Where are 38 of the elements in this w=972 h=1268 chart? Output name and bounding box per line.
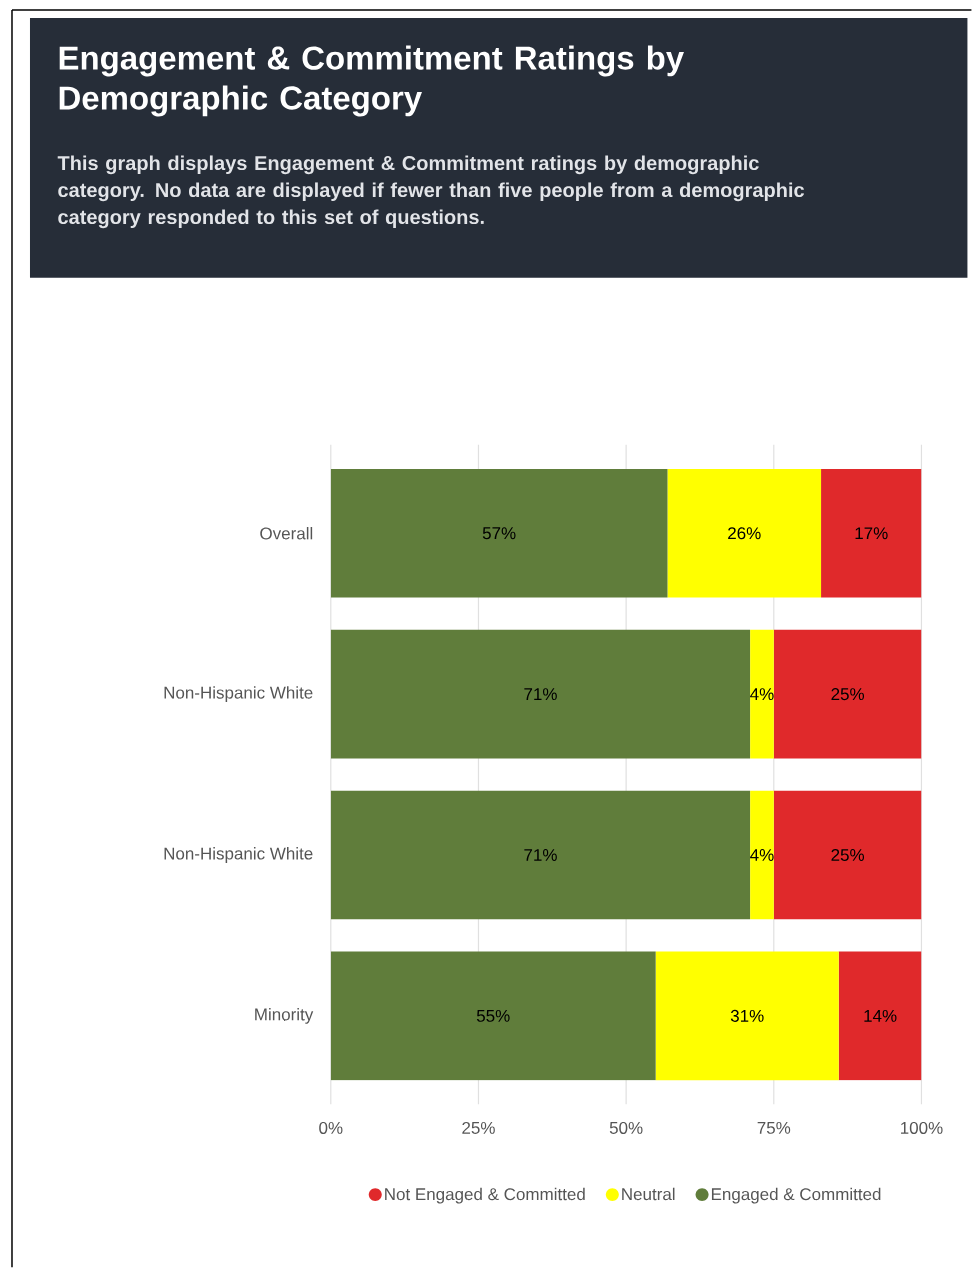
y-tick-label: Overall: [260, 527, 313, 540]
chart-title: Engagement & Commitment Ratings by Demographic Category: [59, 45, 684, 117]
bar: [655, 951, 839, 1081]
data-label: 17%: [855, 527, 888, 540]
data-label: 25%: [831, 848, 864, 862]
data-label: 71%: [524, 849, 557, 861]
legend-label: Engaged & Committed: [711, 1187, 881, 1204]
chart-subtitle: This graph displays Engagement & Commitment ratings by demographic category. No data are displayed if fewer than five people from a demographic category responded to this set of questions.: [57, 155, 804, 229]
data-label: 14%: [864, 1009, 897, 1022]
bar: [330, 629, 751, 759]
bar: [773, 790, 922, 920]
y-tick-label: Minority: [255, 1007, 314, 1024]
bar: [330, 951, 656, 1081]
x-tick-label: 50%: [609, 1121, 643, 1134]
y-tick-label: Non-Hispanic White: [164, 686, 313, 703]
bar: [820, 468, 922, 598]
data-label: 26%: [728, 527, 761, 540]
bar: [750, 629, 774, 759]
bar: [773, 629, 922, 759]
bar: [750, 790, 774, 920]
bar: [330, 790, 751, 920]
x-tick-label: 75%: [757, 1121, 791, 1134]
y-tick-label: Non-Hispanic White: [164, 847, 313, 863]
legend-label: Not Engaged & Committed: [385, 1187, 585, 1204]
data-label: 4%: [750, 688, 774, 701]
data-label: 57%: [482, 527, 516, 540]
data-label: 55%: [476, 1009, 510, 1022]
x-tick-label: 0%: [319, 1121, 343, 1134]
x-tick-label: 25%: [462, 1121, 495, 1134]
x-tick-label: 100%: [900, 1121, 943, 1134]
data-label: 31%: [730, 1009, 764, 1022]
bar: [667, 468, 821, 598]
bar: [330, 468, 668, 598]
legend-label: Neutral: [622, 1187, 675, 1201]
data-label: 71%: [524, 688, 557, 701]
data-label: 4%: [750, 849, 774, 861]
bar: [838, 951, 922, 1081]
data-label: 25%: [831, 688, 864, 701]
